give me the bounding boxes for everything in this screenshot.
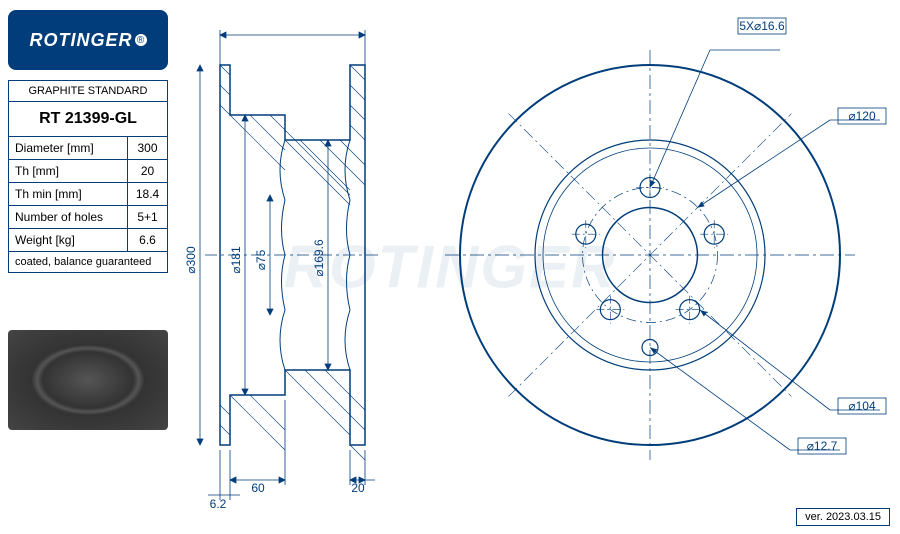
brand-text: ROTINGER bbox=[29, 30, 132, 51]
callout-1: ⌀120 bbox=[848, 109, 876, 123]
spec-label: Weight [kg] bbox=[9, 229, 128, 252]
spec-label: Number of holes bbox=[9, 206, 128, 229]
spec-value: 18.4 bbox=[128, 183, 168, 206]
brand-logo: ROTINGER ® bbox=[8, 10, 168, 70]
spec-label: Diameter [mm] bbox=[9, 137, 128, 160]
spec-value: 20 bbox=[128, 160, 168, 183]
callout-3: ⌀12.7 bbox=[807, 439, 838, 453]
part-number: RT 21399-GL bbox=[9, 102, 168, 137]
spec-value: 300 bbox=[128, 137, 168, 160]
spec-value: 5+1 bbox=[128, 206, 168, 229]
dim-d75: ⌀75 bbox=[254, 249, 268, 270]
spec-label: Th min [mm] bbox=[9, 183, 128, 206]
footer-note: coated, balance guaranteed bbox=[9, 252, 168, 273]
dim-60: 60 bbox=[251, 481, 265, 495]
standard-label: GRAPHITE STANDARD bbox=[9, 81, 168, 102]
drawing-svg: ⌀300 ⌀181 ⌀75 ⌀169.6 6.2 60 20 5X⌀16.6 ⌀1… bbox=[180, 10, 890, 510]
version-label: ver. 2023.03.15 bbox=[796, 508, 890, 526]
registered-mark: ® bbox=[135, 34, 147, 46]
callout-2: ⌀104 bbox=[848, 399, 876, 413]
product-photo bbox=[8, 330, 168, 430]
spec-label: Th [mm] bbox=[9, 160, 128, 183]
technical-drawing: ⌀300 ⌀181 ⌀75 ⌀169.6 6.2 60 20 5X⌀16.6 ⌀1… bbox=[180, 10, 890, 510]
callout-0: 5X⌀16.6 bbox=[739, 19, 785, 33]
spec-value: 6.6 bbox=[128, 229, 168, 252]
dim-d181: ⌀181 bbox=[229, 246, 243, 274]
dim-20: 20 bbox=[351, 481, 365, 495]
dim-d1696: ⌀169.6 bbox=[312, 239, 326, 277]
dim-62: 6.2 bbox=[210, 497, 227, 510]
spec-table: GRAPHITE STANDARD RT 21399-GL Diameter [… bbox=[8, 80, 168, 273]
dim-d300: ⌀300 bbox=[184, 246, 198, 274]
